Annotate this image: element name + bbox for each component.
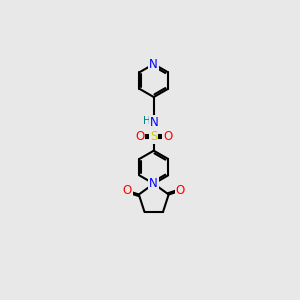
- Text: S: S: [150, 130, 158, 143]
- Text: O: O: [163, 130, 172, 143]
- Text: H: H: [143, 116, 151, 126]
- Text: O: O: [176, 184, 185, 197]
- Text: O: O: [135, 130, 144, 143]
- Text: N: N: [149, 177, 158, 190]
- Text: N: N: [149, 58, 158, 70]
- Text: O: O: [122, 184, 132, 197]
- Text: N: N: [150, 116, 159, 129]
